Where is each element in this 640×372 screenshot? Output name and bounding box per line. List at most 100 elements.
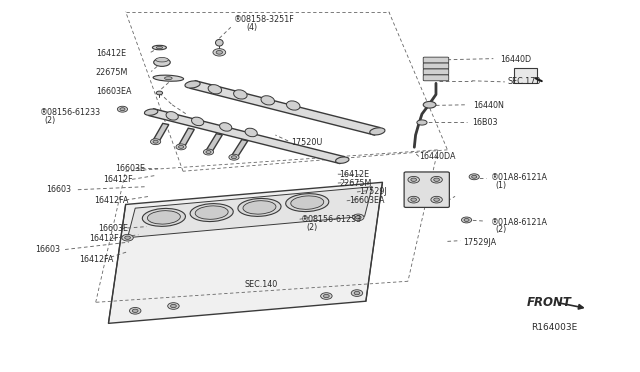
- Text: ®08156-61233: ®08156-61233: [40, 108, 100, 118]
- Text: (4): (4): [246, 23, 258, 32]
- Circle shape: [321, 293, 332, 299]
- Text: 16440D: 16440D: [500, 55, 531, 64]
- Circle shape: [153, 140, 158, 143]
- Circle shape: [431, 176, 442, 183]
- Circle shape: [431, 196, 442, 203]
- Circle shape: [176, 144, 186, 150]
- Polygon shape: [189, 81, 380, 135]
- Text: 16440DA: 16440DA: [419, 152, 455, 161]
- Ellipse shape: [152, 45, 166, 50]
- Circle shape: [204, 149, 214, 155]
- Ellipse shape: [195, 206, 228, 219]
- Ellipse shape: [153, 75, 184, 81]
- Ellipse shape: [154, 58, 170, 66]
- Ellipse shape: [370, 128, 385, 135]
- FancyBboxPatch shape: [423, 57, 449, 63]
- Text: 16412E: 16412E: [339, 170, 369, 179]
- Text: ®01A8-6121A: ®01A8-6121A: [491, 218, 548, 227]
- Circle shape: [229, 154, 239, 160]
- Text: 16603EA: 16603EA: [349, 196, 384, 205]
- Ellipse shape: [335, 157, 349, 163]
- Ellipse shape: [285, 194, 329, 212]
- FancyBboxPatch shape: [404, 172, 449, 208]
- Circle shape: [206, 151, 211, 154]
- Ellipse shape: [191, 117, 204, 126]
- Text: 22675M: 22675M: [339, 179, 371, 187]
- Circle shape: [171, 304, 176, 308]
- Circle shape: [461, 217, 472, 223]
- Circle shape: [434, 198, 440, 201]
- Ellipse shape: [164, 77, 172, 80]
- Circle shape: [355, 216, 361, 219]
- Circle shape: [150, 139, 161, 145]
- Ellipse shape: [208, 85, 221, 94]
- Circle shape: [179, 145, 184, 148]
- Ellipse shape: [220, 123, 232, 131]
- Circle shape: [353, 214, 364, 221]
- Text: 17520U: 17520U: [291, 138, 323, 147]
- Circle shape: [120, 108, 125, 111]
- Circle shape: [216, 51, 223, 54]
- FancyBboxPatch shape: [423, 69, 449, 75]
- Polygon shape: [127, 187, 372, 238]
- Ellipse shape: [185, 81, 200, 88]
- Circle shape: [351, 290, 363, 296]
- Text: 16412FA: 16412FA: [94, 196, 128, 205]
- Text: 16B03: 16B03: [472, 118, 497, 127]
- Circle shape: [122, 234, 133, 241]
- Text: (2): (2): [45, 116, 56, 125]
- Polygon shape: [515, 68, 537, 83]
- Circle shape: [434, 178, 440, 182]
- Text: ®08156-61233: ®08156-61233: [301, 215, 362, 224]
- Circle shape: [117, 106, 127, 112]
- Circle shape: [168, 303, 179, 310]
- Text: 16412F: 16412F: [103, 175, 133, 184]
- Text: 16603E: 16603E: [99, 224, 128, 233]
- Text: 16603E: 16603E: [115, 164, 145, 173]
- Circle shape: [213, 49, 226, 56]
- Circle shape: [472, 175, 477, 178]
- Circle shape: [232, 156, 237, 159]
- Ellipse shape: [245, 128, 257, 137]
- Circle shape: [464, 218, 469, 221]
- Ellipse shape: [190, 203, 233, 222]
- Text: ®01A8-6121A: ®01A8-6121A: [491, 173, 548, 182]
- Text: FRONT: FRONT: [527, 296, 572, 309]
- Polygon shape: [231, 140, 248, 158]
- Ellipse shape: [261, 96, 275, 105]
- FancyBboxPatch shape: [423, 63, 449, 69]
- FancyBboxPatch shape: [423, 75, 449, 81]
- Ellipse shape: [291, 196, 324, 209]
- Text: 16603EA: 16603EA: [96, 87, 131, 96]
- Ellipse shape: [417, 120, 427, 125]
- Ellipse shape: [166, 112, 179, 120]
- Circle shape: [323, 294, 329, 298]
- Ellipse shape: [287, 101, 300, 110]
- Ellipse shape: [145, 109, 158, 115]
- Text: ®08158-3251F: ®08158-3251F: [234, 15, 295, 24]
- Text: 16412F: 16412F: [90, 234, 119, 243]
- Text: 16412E: 16412E: [96, 49, 126, 58]
- Text: R164003E: R164003E: [532, 323, 578, 331]
- Ellipse shape: [142, 208, 186, 226]
- Polygon shape: [205, 134, 222, 153]
- Ellipse shape: [234, 90, 247, 99]
- Ellipse shape: [423, 102, 436, 108]
- Circle shape: [411, 178, 417, 182]
- Circle shape: [411, 198, 417, 201]
- Text: 16440N: 16440N: [473, 101, 504, 110]
- Text: (2): (2): [496, 225, 507, 234]
- Polygon shape: [152, 124, 169, 142]
- Text: 16603: 16603: [35, 245, 60, 254]
- Polygon shape: [178, 128, 195, 147]
- Ellipse shape: [238, 199, 281, 217]
- Text: 22675M: 22675M: [96, 68, 128, 77]
- Text: 17529JA: 17529JA: [463, 238, 497, 247]
- Circle shape: [408, 176, 419, 183]
- Ellipse shape: [156, 46, 163, 49]
- Circle shape: [354, 291, 360, 295]
- Circle shape: [469, 174, 479, 180]
- Ellipse shape: [156, 58, 168, 62]
- Ellipse shape: [243, 201, 276, 214]
- Text: SEC.173: SEC.173: [508, 77, 541, 86]
